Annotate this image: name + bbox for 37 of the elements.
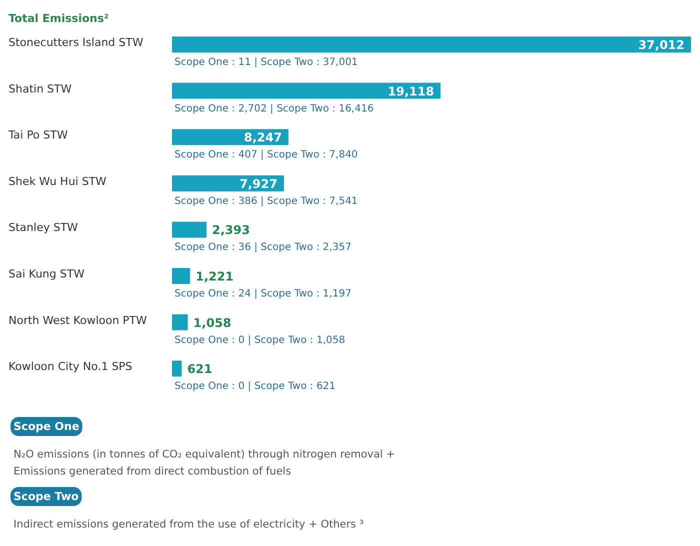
annotation: Scope One : 0 | Scope Two : 1,058 [174, 334, 346, 346]
text: Scope Two [14, 490, 80, 503]
text: Scope One [14, 420, 80, 433]
data-label: 1,221 [196, 270, 234, 284]
y-tick-label: North West Kowloon PTW [8, 314, 148, 327]
data-label: 1,058 [193, 316, 232, 330]
annotation: Scope One : 11 | Scope Two : 37,001 [174, 57, 358, 68]
bar [172, 129, 288, 146]
annotation: Scope One : 0 | Scope Two : 621 [174, 381, 336, 392]
annotation: Scope One : 2,702 | Scope Two : 16,416 [174, 103, 374, 114]
y-tick-label: Sai Kung STW [8, 268, 85, 280]
bar [172, 360, 182, 377]
bar [172, 175, 284, 192]
data-label: 8,247 [244, 130, 282, 145]
y-tick-label: Shek Wu Hui STW [8, 174, 107, 188]
annotation: Scope One : 24 | Scope Two : 1,197 [174, 288, 352, 300]
bar [172, 36, 691, 52]
data-label: 621 [187, 362, 212, 376]
y-tick-label: Tai Po STW [8, 128, 68, 142]
text: N₂O emissions (in tonnes of CO₂ equivalent) through nitrogen removal + Emissions generated from direct combustion of fuels [14, 448, 395, 478]
y-tick-label: Stanley STW [8, 221, 78, 234]
text: Indirect emissions generated from the use of electricity + Others ³ [14, 518, 364, 530]
data-label: 37,012 [638, 38, 685, 52]
annotation: Scope One : 36 | Scope Two : 2,357 [174, 242, 352, 254]
bar [172, 222, 206, 238]
data-label: 7,927 [239, 176, 278, 191]
annotation: Scope One : 407 | Scope Two : 7,840 [174, 150, 358, 161]
y-tick-label: Shatin STW [8, 82, 72, 96]
bar [172, 314, 188, 330]
bar [172, 82, 441, 99]
annotation: Scope One : 386 | Scope Two : 7,541 [174, 196, 358, 207]
data-label: 19,118 [388, 84, 434, 98]
text: Total Emissions² [8, 12, 109, 25]
y-tick-label: Kowloon City No.1 SPS [8, 360, 132, 374]
data-label: 2,393 [212, 223, 250, 238]
y-tick-label: Stonecutters Island STW [8, 36, 144, 49]
bar [172, 268, 190, 284]
